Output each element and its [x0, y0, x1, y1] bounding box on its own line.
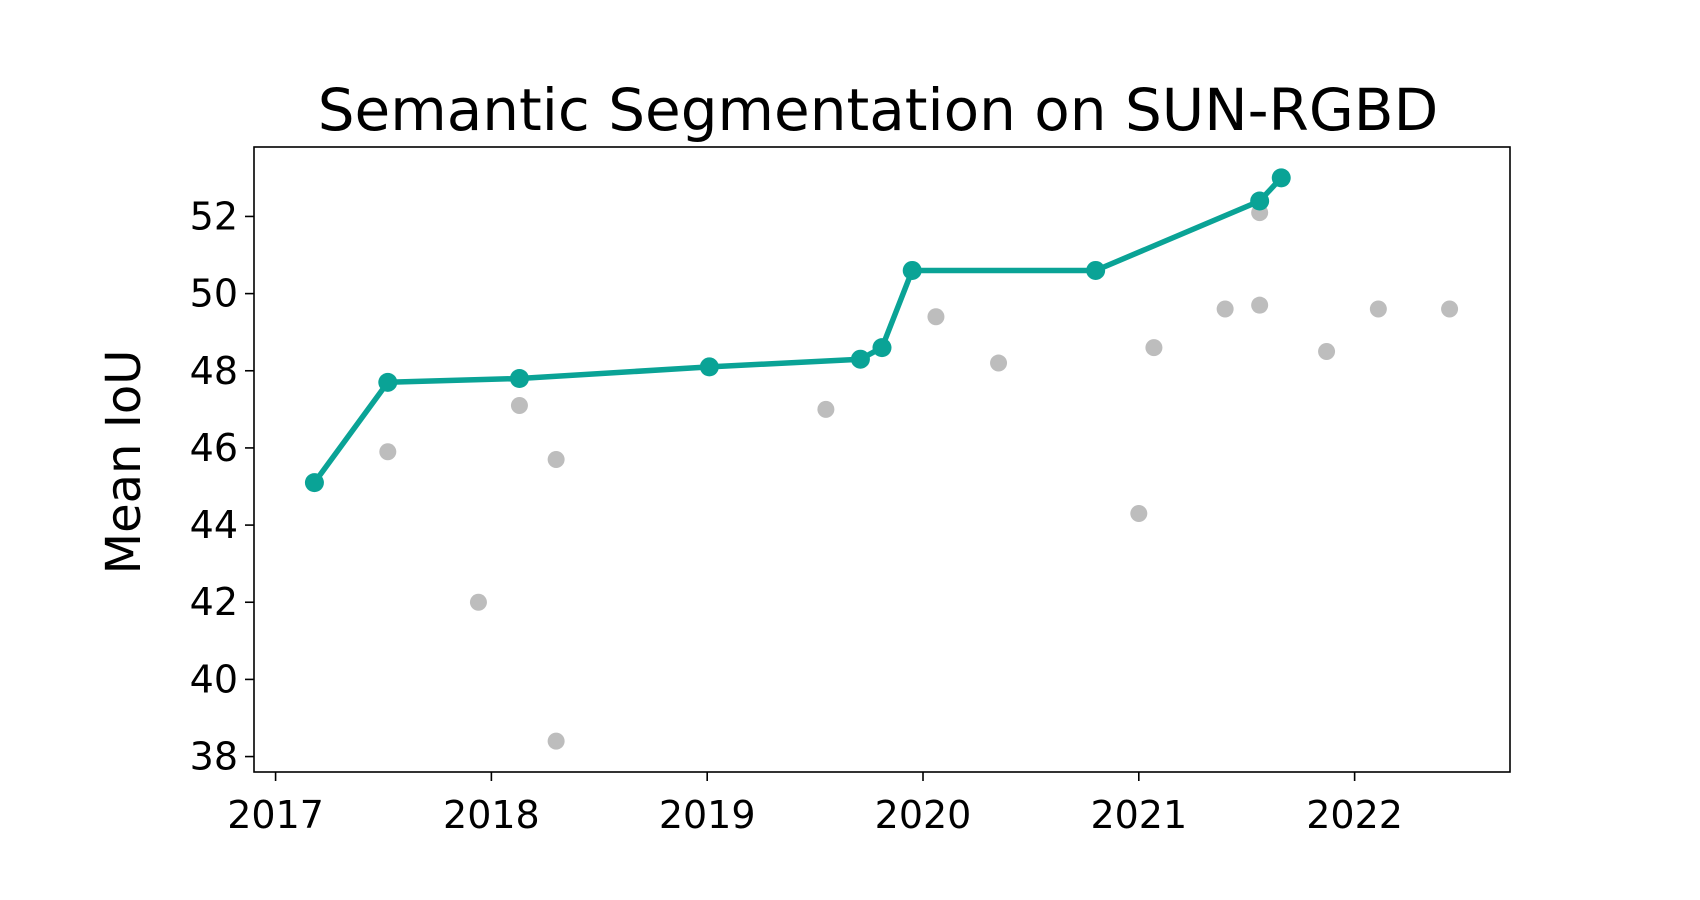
scatter-point: [1130, 505, 1148, 523]
sota-point: [872, 338, 892, 358]
scatter-point: [990, 354, 1008, 372]
scatter-point: [547, 732, 565, 750]
y-tick-label: 38: [190, 735, 238, 779]
y-tick-label: 42: [190, 580, 238, 624]
scatter-point: [1145, 339, 1163, 357]
scatter-point: [1216, 300, 1234, 318]
scatter-point: [1441, 300, 1459, 318]
x-axis-ticks: 2017 2018 2019 2020 2021 2022: [227, 772, 1403, 837]
y-tick-label: 48: [190, 349, 238, 393]
scatter-series: [379, 204, 1459, 750]
scatter-point: [469, 593, 487, 611]
y-tick-label: 44: [190, 503, 238, 547]
y-axis-ticks: 38 40 42 44 46 48 50 52: [190, 194, 254, 779]
x-tick-label: 2017: [227, 793, 324, 837]
x-tick-label: 2018: [443, 793, 540, 837]
scatter-point: [1318, 342, 1336, 360]
y-tick-label: 40: [190, 657, 238, 701]
y-axis-label: Mean IoU: [96, 350, 152, 575]
scatter-point: [379, 443, 397, 461]
plot-area-frame: [253, 146, 1511, 773]
chart-title: Semantic Segmentation on SUN-RGBD: [318, 76, 1439, 144]
sota-point: [509, 368, 529, 388]
y-tick-label: 50: [190, 272, 238, 316]
sota-point: [850, 349, 870, 369]
scatter-point: [927, 308, 945, 326]
y-tick-label: 52: [190, 194, 238, 238]
line-series: [304, 168, 1291, 493]
sota-point: [1271, 168, 1291, 188]
sota-point: [304, 473, 324, 493]
sota-line: [311, 175, 1284, 486]
sota-point: [1250, 191, 1270, 211]
sota-point: [378, 372, 398, 392]
x-tick-label: 2022: [1306, 793, 1403, 837]
scatter-point: [510, 396, 528, 414]
x-tick-label: 2021: [1090, 793, 1187, 837]
y-tick-label: 46: [190, 426, 238, 470]
sota-point: [699, 357, 719, 377]
scatter-point: [1369, 300, 1387, 318]
scatter-point: [817, 400, 835, 418]
scatter-point: [1251, 296, 1269, 314]
sota-point: [1086, 260, 1106, 280]
x-tick-label: 2020: [875, 793, 972, 837]
sota-point: [902, 260, 922, 280]
x-tick-label: 2019: [659, 793, 756, 837]
scatter-point: [547, 451, 565, 468]
